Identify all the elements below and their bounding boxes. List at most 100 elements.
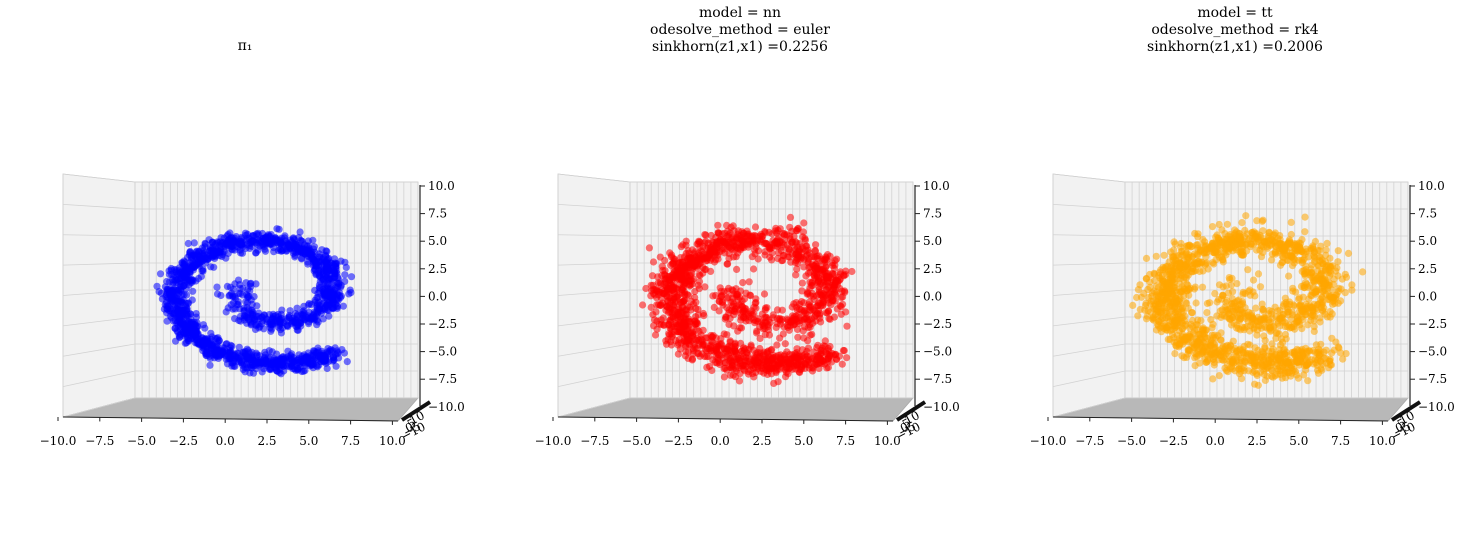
data-point: [737, 300, 745, 309]
data-point: [654, 273, 662, 281]
z-tick-label: 5.0: [428, 234, 447, 248]
data-point: [701, 265, 709, 273]
data-point: [843, 354, 851, 362]
grid-line-side: [62, 262, 136, 266]
grid-line-side: [557, 397, 631, 418]
data-point: [322, 355, 330, 363]
data-point: [677, 265, 685, 274]
data-point: [687, 272, 695, 280]
data-point: [1272, 313, 1280, 321]
data-point: [1227, 281, 1235, 289]
data-point: [665, 320, 673, 328]
data-point: [211, 241, 219, 249]
data-point: [1174, 315, 1182, 323]
y-tick-label: 10: [1397, 408, 1417, 428]
data-point: [1191, 362, 1199, 370]
grid-line-side: [1052, 234, 1126, 237]
data-point: [180, 291, 188, 299]
data-point: [1191, 229, 1199, 238]
data-point: [838, 360, 846, 368]
data-point: [173, 291, 181, 300]
data-point: [737, 309, 745, 318]
data-point: [794, 333, 802, 341]
data-point: [202, 350, 210, 358]
data-point: [673, 285, 682, 293]
data-point: [270, 248, 278, 256]
data-point: [813, 273, 822, 281]
data-point: [817, 280, 825, 288]
x-axis-line: [1052, 416, 1389, 422]
data-point: [1317, 242, 1325, 250]
data-point: [1238, 308, 1247, 317]
data-point: [793, 265, 801, 273]
data-point: [1291, 325, 1299, 333]
data-point: [207, 263, 215, 271]
data-point: [689, 346, 697, 354]
data-point: [804, 259, 812, 267]
data-point: [313, 304, 321, 312]
data-point: [1252, 304, 1260, 312]
data-point: [300, 302, 308, 310]
x-tick-label: −2.5: [1159, 434, 1188, 448]
data-point: [273, 225, 281, 233]
data-point: [337, 283, 345, 291]
data-point: [680, 314, 688, 322]
data-point: [1224, 289, 1232, 297]
data-point: [792, 250, 800, 258]
data-point: [738, 347, 746, 355]
data-point: [728, 245, 736, 253]
data-point: [776, 320, 784, 328]
y-tick-label: 10: [407, 408, 427, 428]
data-point: [1326, 267, 1334, 275]
data-point: [1199, 236, 1207, 244]
data-point: [815, 364, 823, 372]
data-point: [266, 240, 275, 248]
data-point: [1348, 281, 1356, 289]
data-point: [747, 292, 755, 300]
data-point: [769, 311, 777, 319]
data-point: [809, 364, 817, 372]
data-point: [1295, 295, 1303, 303]
data-point: [323, 247, 331, 255]
data-point: [1334, 288, 1343, 296]
data-point: [801, 235, 809, 243]
data-point: [234, 276, 243, 284]
data-point: [803, 251, 811, 259]
data-point: [754, 315, 762, 323]
x-tick-label: −7.5: [1075, 434, 1104, 448]
data-point: [667, 253, 675, 261]
data-point: [759, 321, 767, 329]
data-point: [779, 330, 787, 338]
chart-title-line: odesolve_method = euler: [650, 22, 830, 38]
data-point: [204, 255, 212, 263]
data-point: [730, 253, 738, 261]
data-point: [653, 325, 661, 333]
data-point: [1251, 380, 1259, 388]
data-point: [184, 239, 192, 248]
data-point: [781, 340, 789, 348]
x-axis-line: [62, 416, 399, 422]
data-point: [277, 247, 285, 255]
y-axis-line: [1390, 400, 1422, 422]
data-point: [733, 290, 741, 298]
data-point: [258, 368, 266, 376]
data-point: [236, 290, 244, 298]
data-point: [234, 243, 242, 251]
chart-panel-1: 10.07.55.02.50.0−2.5−5.0−7.5−10.0−10−505…: [40, 38, 465, 448]
data-point: [649, 258, 658, 266]
z-tick-label: −2.5: [1418, 317, 1447, 331]
data-point: [299, 311, 307, 319]
data-point: [760, 290, 769, 298]
data-point: [715, 297, 723, 305]
data-point: [787, 258, 795, 266]
data-point: [205, 236, 213, 244]
data-point: [667, 341, 676, 349]
data-point: [761, 248, 769, 256]
data-point: [670, 327, 678, 336]
data-point: [1164, 262, 1172, 270]
data-point: [1359, 268, 1367, 276]
data-point: [798, 243, 806, 251]
data-point: [239, 349, 247, 357]
data-point: [814, 341, 822, 349]
chart-panel-3: 10.07.55.02.50.0−2.5−5.0−7.5−10.0−10−505…: [1030, 5, 1455, 448]
